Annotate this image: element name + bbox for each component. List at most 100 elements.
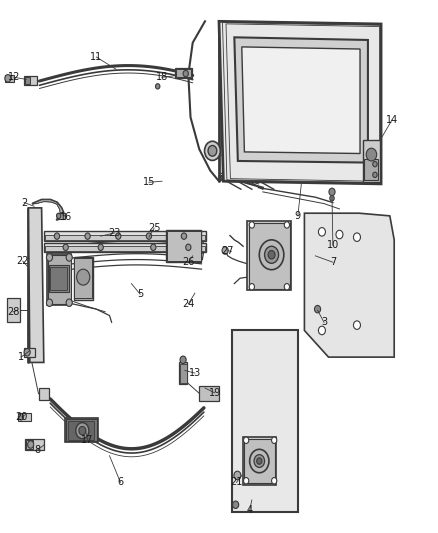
Circle shape — [329, 188, 335, 196]
Circle shape — [63, 244, 68, 251]
Bar — [57, 213, 65, 219]
Circle shape — [330, 196, 334, 201]
Text: 25: 25 — [148, 223, 160, 233]
Text: 12: 12 — [8, 72, 20, 82]
Circle shape — [353, 321, 360, 329]
Bar — [243, 437, 276, 485]
Bar — [5, 75, 14, 82]
Circle shape — [186, 244, 191, 251]
Circle shape — [373, 161, 377, 167]
Circle shape — [155, 84, 160, 89]
Circle shape — [353, 233, 360, 241]
Bar — [176, 69, 191, 77]
Text: 3: 3 — [321, 318, 327, 327]
Bar — [247, 221, 291, 290]
Bar — [166, 230, 201, 262]
Circle shape — [250, 449, 269, 473]
Text: 8: 8 — [34, 446, 40, 455]
Circle shape — [24, 349, 30, 356]
Bar — [39, 388, 49, 400]
Circle shape — [66, 299, 72, 306]
Circle shape — [151, 244, 156, 251]
Polygon shape — [304, 213, 394, 357]
Circle shape — [284, 284, 290, 290]
Circle shape — [5, 75, 11, 82]
Circle shape — [222, 247, 228, 254]
Polygon shape — [219, 21, 381, 184]
Circle shape — [85, 233, 90, 239]
Bar — [45, 246, 205, 251]
Text: 15: 15 — [143, 177, 155, 187]
Circle shape — [284, 222, 290, 228]
Text: 2: 2 — [21, 198, 27, 207]
Bar — [25, 77, 30, 84]
Circle shape — [18, 414, 24, 420]
Circle shape — [76, 423, 89, 439]
Circle shape — [205, 141, 220, 160]
Text: 20: 20 — [16, 412, 28, 422]
Bar — [74, 258, 92, 298]
Circle shape — [233, 501, 239, 508]
Circle shape — [272, 478, 277, 484]
Polygon shape — [33, 200, 64, 220]
Bar — [24, 348, 35, 357]
Circle shape — [181, 233, 187, 239]
Circle shape — [234, 471, 241, 480]
Bar — [68, 421, 94, 440]
Text: 13: 13 — [189, 368, 201, 378]
Circle shape — [98, 244, 103, 251]
Circle shape — [259, 240, 284, 270]
Circle shape — [180, 356, 186, 364]
Polygon shape — [234, 37, 368, 163]
Text: 1: 1 — [18, 352, 24, 362]
Text: 16: 16 — [60, 212, 73, 222]
Text: 7: 7 — [330, 257, 336, 267]
Bar — [25, 439, 44, 450]
Bar — [44, 231, 206, 241]
Bar — [74, 257, 93, 300]
Circle shape — [244, 437, 249, 443]
Polygon shape — [232, 330, 298, 512]
Circle shape — [28, 441, 34, 448]
Circle shape — [116, 233, 121, 239]
Circle shape — [146, 233, 152, 239]
Bar — [244, 439, 275, 483]
Bar — [66, 419, 97, 441]
Text: 23: 23 — [109, 228, 121, 238]
Text: 9: 9 — [295, 211, 301, 221]
Bar — [7, 298, 20, 322]
Circle shape — [183, 70, 188, 77]
Circle shape — [79, 426, 86, 435]
Circle shape — [318, 228, 325, 236]
Bar — [65, 418, 98, 442]
Bar — [44, 243, 206, 252]
Text: 18: 18 — [156, 72, 168, 82]
Circle shape — [366, 148, 377, 161]
Text: 14: 14 — [386, 115, 398, 125]
Circle shape — [249, 284, 254, 290]
Text: 27: 27 — [222, 246, 234, 255]
Text: 28: 28 — [7, 307, 19, 317]
Text: 6: 6 — [117, 478, 124, 487]
Circle shape — [46, 254, 53, 261]
Circle shape — [244, 478, 249, 484]
Bar — [199, 386, 219, 401]
Circle shape — [208, 146, 217, 156]
Text: 11: 11 — [90, 52, 102, 62]
Bar — [175, 68, 192, 78]
Bar — [179, 362, 187, 384]
Circle shape — [57, 213, 61, 219]
Text: 24: 24 — [182, 299, 194, 309]
Bar — [45, 235, 205, 240]
Bar — [26, 440, 33, 449]
Circle shape — [66, 254, 72, 261]
Circle shape — [257, 458, 262, 464]
Bar — [363, 140, 380, 182]
Circle shape — [314, 305, 321, 313]
Circle shape — [265, 246, 279, 263]
Bar — [24, 76, 37, 85]
Bar — [180, 364, 187, 383]
Text: 21: 21 — [230, 478, 243, 487]
Bar — [49, 265, 69, 292]
Circle shape — [254, 455, 265, 467]
